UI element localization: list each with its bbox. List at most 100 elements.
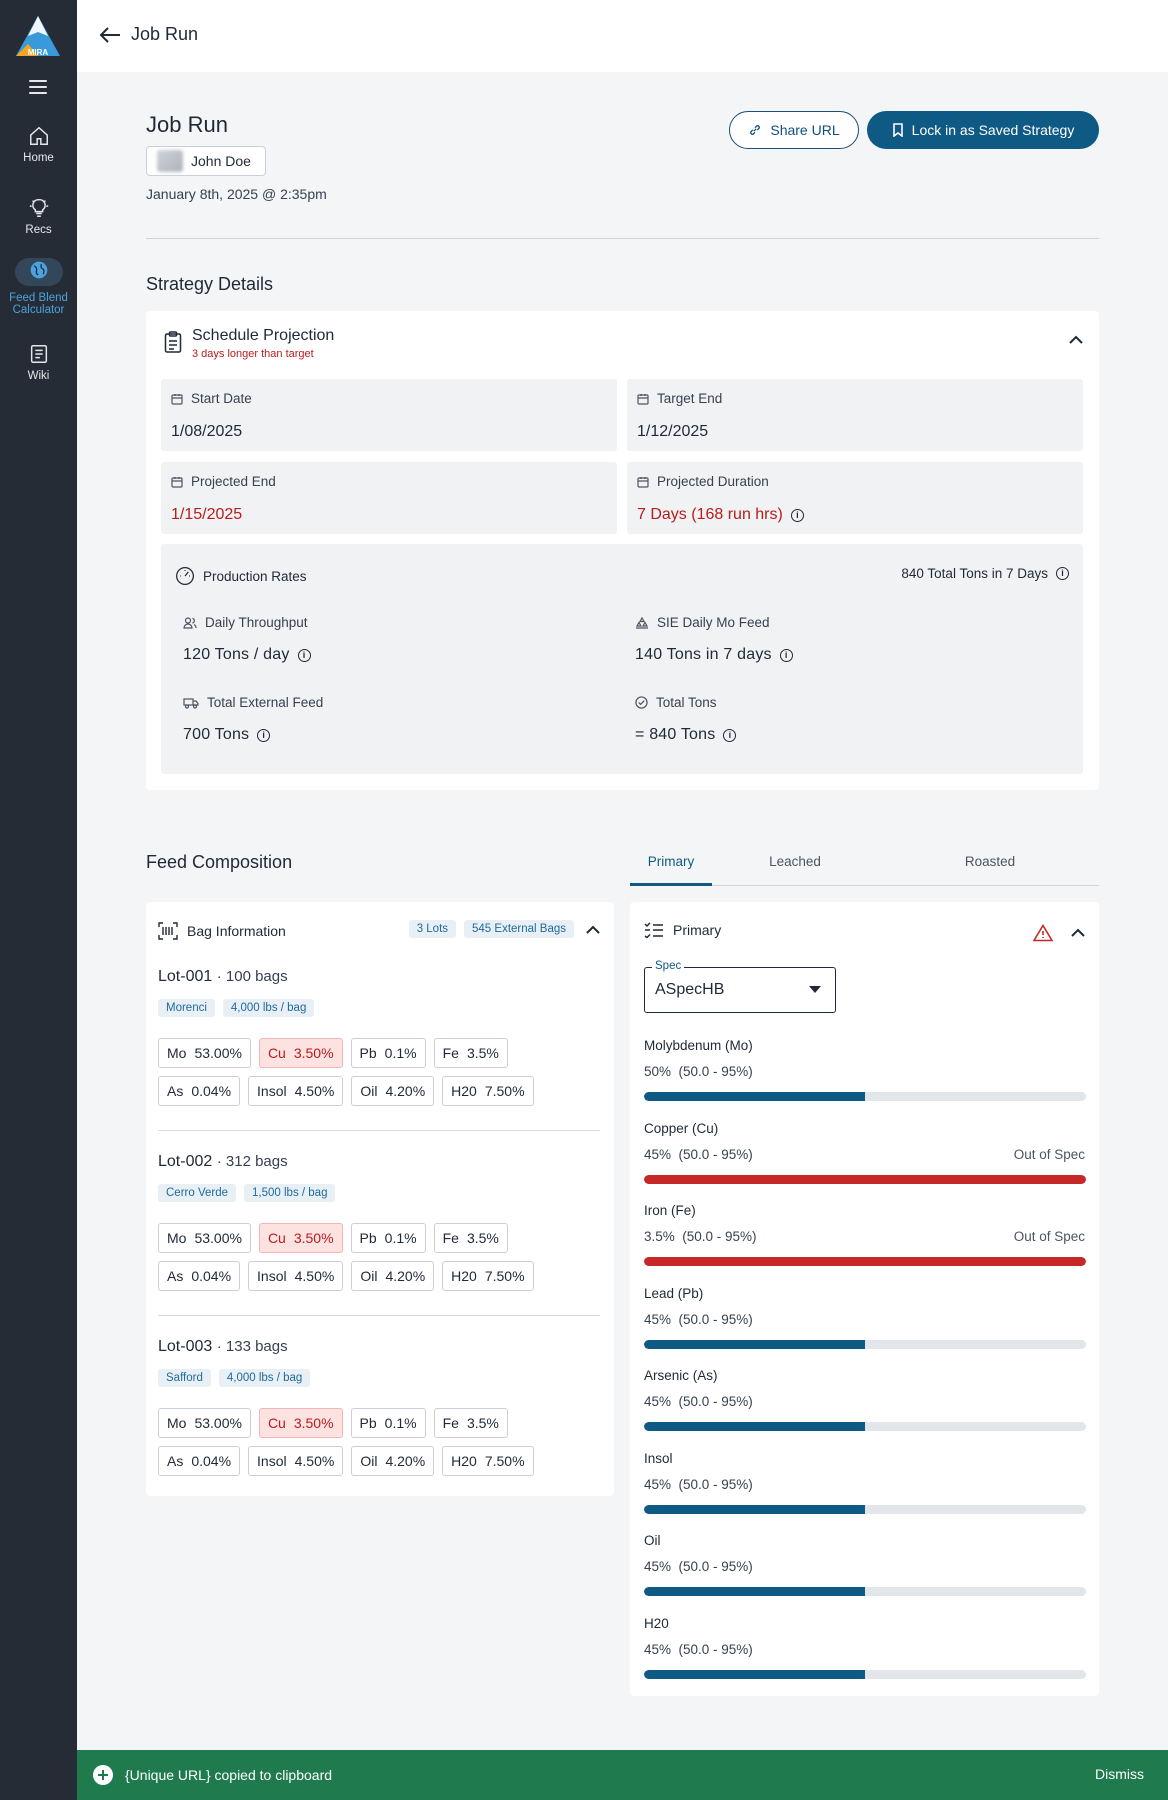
chip-element: Mo	[167, 1045, 187, 1061]
daily-throughput-label: Daily Throughput	[205, 615, 308, 630]
sie-feed-value: 140 Tons in 7 days	[635, 646, 772, 663]
tab-roasted[interactable]: Roasted	[964, 854, 1016, 869]
composition-chip-cu: Cu 3.50%	[258, 1408, 343, 1438]
composition-chip-oil: Oil 4.20%	[351, 1446, 435, 1476]
chip-value: 4.50%	[294, 1083, 335, 1099]
caret-down-icon	[809, 986, 821, 993]
chevron-up-icon[interactable]	[1071, 928, 1085, 937]
chip-value: 4.20%	[385, 1083, 426, 1099]
chip-value: 4.50%	[294, 1268, 335, 1284]
link-icon	[750, 125, 761, 135]
sidebar-item-recs[interactable]: Recs	[0, 197, 77, 236]
sidebar-item-wiki[interactable]: Wiki	[0, 343, 77, 382]
calendar-icon	[171, 393, 183, 405]
user-name: John Doe	[191, 153, 251, 169]
chip-element: Pb	[359, 1045, 377, 1061]
chip-value: 3.50%	[293, 1045, 334, 1061]
sidebar-item-home[interactable]: Home	[0, 125, 77, 164]
composition-chip-as: As 0.04%	[158, 1261, 241, 1291]
target-end-field: Target End 1/12/2025	[627, 379, 1083, 451]
total-tons-label-wrap: Total Tons	[635, 695, 717, 710]
chip-value: 3.50%	[293, 1415, 334, 1431]
sidebar-item-feed-blend[interactable]: Feed Blend Calculator	[0, 258, 77, 316]
element-name: Iron (Fe)	[644, 1203, 696, 1218]
element-name: Insol	[644, 1451, 673, 1466]
composition-chip-insol: Insol 4.50%	[248, 1446, 344, 1476]
lot-composition-chips: Mo 53.00% Cu 3.50% Pb 0.1% Fe 3.5% As 0.04% Insol 4…	[158, 1408, 558, 1476]
plus-circle-icon	[93, 1765, 113, 1785]
lot-source-badge: Safford	[158, 1369, 211, 1387]
composition-chip-cu: Cu 3.50%	[258, 1223, 343, 1253]
feed-blend-pill	[14, 258, 63, 286]
info-icon[interactable]: i	[723, 728, 737, 742]
info-icon[interactable]: i	[790, 508, 804, 522]
lot-name: Lot-003	[158, 1338, 213, 1355]
spec-select[interactable]: ASpecHB	[644, 967, 836, 1013]
strategy-details-title: Strategy Details	[146, 274, 274, 294]
projected-end-label-wrap: Projected End	[171, 474, 276, 489]
schedule-header: Schedule Projection 3 days longer than t…	[164, 327, 334, 360]
daily-throughput-value-wrap: 120 Tons / day i	[183, 646, 311, 664]
lot-badges: Morenci 4,000 lbs / bag	[158, 999, 315, 1017]
menu-icon[interactable]	[29, 80, 47, 94]
chip-value: 0.1%	[384, 1415, 417, 1431]
chip-value: 4.20%	[385, 1453, 426, 1469]
info-icon[interactable]: i	[1056, 567, 1069, 580]
info-icon[interactable]: i	[297, 648, 311, 662]
start-date-label-wrap: Start Date	[171, 391, 252, 406]
feed-tabs: Primary Leached Roasted	[630, 852, 1099, 886]
element-value: 45% (50.0 - 95%)	[644, 1147, 753, 1162]
chip-element: Oil	[360, 1268, 378, 1284]
page-title: Job Run	[146, 112, 228, 137]
lot-bag-count: · 312 bags	[216, 1153, 288, 1170]
check-circle-icon	[635, 696, 648, 709]
element-name: Copper (Cu)	[644, 1121, 719, 1136]
chevron-up-icon[interactable]	[586, 925, 600, 934]
chip-value: 0.04%	[191, 1083, 232, 1099]
tab-primary[interactable]: Primary	[630, 852, 712, 886]
barcode-icon	[158, 922, 178, 940]
info-icon[interactable]: i	[257, 728, 271, 742]
chip-value: 3.50%	[293, 1230, 334, 1246]
back-label: Job Run	[131, 24, 199, 44]
share-url-button[interactable]: Share URL	[729, 111, 859, 149]
chip-value: 0.1%	[384, 1230, 417, 1246]
truck-icon	[183, 697, 199, 709]
projected-duration-label-wrap: Projected Duration	[637, 474, 769, 489]
projected-duration-field: Projected Duration 7 Days (168 run hrs) …	[627, 462, 1083, 534]
composition-chip-cu: Cu 3.50%	[258, 1038, 343, 1068]
lock-strategy-button[interactable]: Lock in as Saved Strategy	[867, 111, 1099, 149]
mira-logo[interactable]: MIRA	[14, 14, 62, 60]
dismiss-button[interactable]: Dismiss	[1095, 1766, 1144, 1782]
lock-strategy-label: Lock in as Saved Strategy	[911, 122, 1075, 138]
composition-chip-h20: H20 7.50%	[442, 1076, 534, 1106]
production-summary: 840 Total Tons in 7 Days	[901, 566, 1048, 581]
clipboard-icon	[164, 331, 182, 353]
element-bar-fill	[644, 1175, 1086, 1184]
chip-element: Oil	[360, 1453, 378, 1469]
chip-value: 7.50%	[484, 1083, 525, 1099]
feed-composition-title: Feed Composition	[146, 852, 293, 872]
chevron-up-icon[interactable]	[1069, 335, 1083, 344]
back-button[interactable]: Job Run	[99, 24, 198, 45]
composition-chip-h20: H20 7.50%	[442, 1446, 534, 1476]
total-tons-value-wrap: = 840 Tons i	[635, 726, 737, 744]
chip-value: 4.50%	[294, 1453, 335, 1469]
calendar-icon	[637, 476, 649, 488]
chip-value: 0.1%	[384, 1045, 417, 1061]
gauge-icon	[176, 567, 194, 585]
chip-element: Cu	[267, 1045, 286, 1061]
sidebar-item-label: Home	[23, 152, 54, 164]
checklist-icon	[644, 922, 663, 938]
element-bar-fill	[644, 1505, 865, 1514]
lot-badges: Safford 4,000 lbs / bag	[158, 1369, 311, 1387]
tab-leached[interactable]: Leached	[769, 854, 821, 869]
element-value: 50% (50.0 - 95%)	[644, 1064, 753, 1079]
composition-chip-oil: Oil 4.20%	[351, 1261, 435, 1291]
lot-composition-chips: Mo 53.00% Cu 3.50% Pb 0.1% Fe 3.5% As 0.04% Insol 4…	[158, 1038, 558, 1106]
info-icon[interactable]: i	[779, 648, 793, 662]
chip-value: 4.20%	[385, 1268, 426, 1284]
chip-element: Oil	[360, 1083, 378, 1099]
out-of-spec-label: Out of Spec	[1013, 1229, 1085, 1244]
schedule-projection-card: Schedule Projection 3 days longer than t…	[146, 311, 1099, 790]
